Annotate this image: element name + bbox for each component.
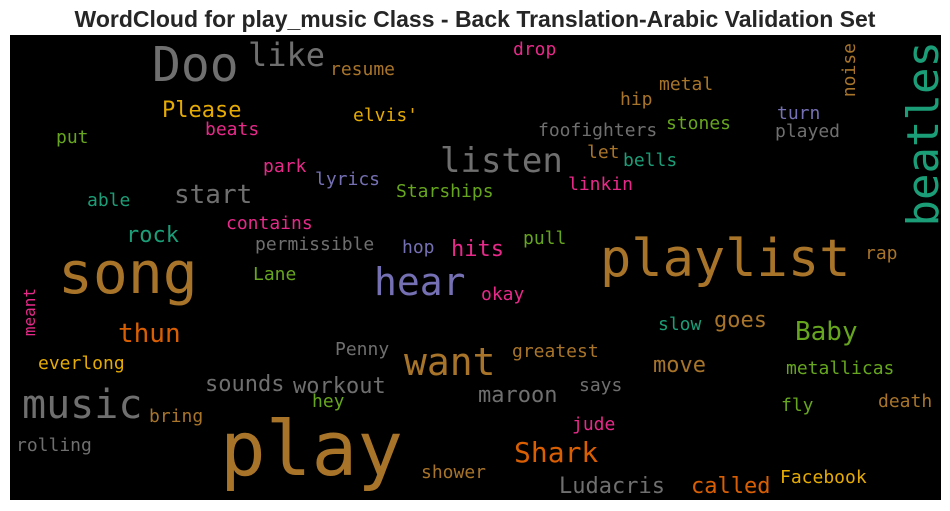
word-beats: beats bbox=[205, 119, 260, 140]
word-song: song bbox=[58, 239, 198, 307]
word-ludacris: Ludacris bbox=[559, 474, 665, 499]
word-everlong: everlong bbox=[38, 353, 125, 374]
word-goes: goes bbox=[714, 308, 767, 333]
word-jude: jude bbox=[572, 414, 616, 435]
word-hey: hey bbox=[312, 391, 345, 412]
word-played: played bbox=[775, 121, 841, 142]
chart-title: WordCloud for play_music Class - Back Tr… bbox=[74, 6, 876, 32]
word-called: called bbox=[691, 474, 771, 499]
word-linkin: linkin bbox=[568, 174, 634, 195]
word-maroon: maroon bbox=[478, 383, 558, 408]
word-pull: pull bbox=[523, 228, 567, 249]
word-lane: Lane bbox=[253, 264, 297, 285]
word-okay: okay bbox=[481, 284, 525, 305]
word-bells: bells bbox=[623, 150, 678, 171]
word-rolling: rolling bbox=[16, 435, 92, 456]
word-rock: rock bbox=[126, 223, 179, 248]
word-playlist: playlist bbox=[600, 229, 851, 289]
word-move: move bbox=[653, 353, 706, 378]
word-park: park bbox=[263, 156, 307, 177]
word-turn: turn bbox=[777, 103, 821, 124]
word-death: death bbox=[878, 391, 933, 412]
word-listen: listen bbox=[440, 141, 563, 181]
word-slow: slow bbox=[658, 314, 702, 335]
word-hear: hear bbox=[374, 260, 466, 304]
word-doo: Doo bbox=[152, 37, 239, 93]
word-metal: metal bbox=[659, 74, 714, 95]
wordcloud-canvas: play song playlist music Doo want hear beatles l… bbox=[10, 35, 941, 500]
word-contains: contains bbox=[226, 213, 313, 234]
word-let: let bbox=[587, 142, 620, 163]
word-says: says bbox=[579, 375, 623, 396]
word-metallicas: metallicas bbox=[786, 358, 895, 379]
word-rap: rap bbox=[865, 243, 898, 264]
word-thun: thun bbox=[118, 319, 181, 349]
word-hop: hop bbox=[402, 237, 435, 258]
word-able: able bbox=[87, 190, 131, 211]
word-shower: shower bbox=[421, 462, 487, 483]
word-elvis: elvis' bbox=[353, 105, 419, 126]
word-permissible: permissible bbox=[255, 234, 375, 255]
word-hip: hip bbox=[620, 89, 653, 110]
word-music: music bbox=[22, 382, 143, 428]
word-fly: fly bbox=[781, 395, 814, 416]
word-play: play bbox=[220, 404, 404, 493]
word-please: Please bbox=[162, 98, 242, 123]
word-hits: hits bbox=[451, 237, 504, 262]
word-beatles: beatles bbox=[898, 41, 941, 227]
word-noise: noise bbox=[839, 43, 860, 98]
word-stones: stones bbox=[666, 113, 732, 134]
word-shark: Shark bbox=[514, 436, 599, 469]
word-penny: Penny bbox=[335, 339, 390, 360]
word-facebook: Facebook bbox=[780, 467, 867, 488]
word-drop: drop bbox=[513, 39, 557, 60]
word-sounds: sounds bbox=[205, 372, 285, 397]
word-resume: resume bbox=[330, 59, 396, 80]
word-like: like bbox=[248, 36, 326, 74]
word-starships: Starships bbox=[396, 181, 494, 202]
word-bring: bring bbox=[149, 406, 204, 427]
word-workout: workout bbox=[293, 374, 386, 399]
word-foofighters: foofighters bbox=[538, 120, 658, 141]
word-start: start bbox=[174, 180, 253, 210]
word-put: put bbox=[56, 127, 89, 148]
word-lyrics: lyrics bbox=[315, 169, 381, 190]
word-greatest: greatest bbox=[512, 341, 599, 362]
word-meant: meant bbox=[20, 288, 39, 337]
word-want: want bbox=[404, 340, 496, 384]
word-baby: Baby bbox=[795, 317, 858, 347]
